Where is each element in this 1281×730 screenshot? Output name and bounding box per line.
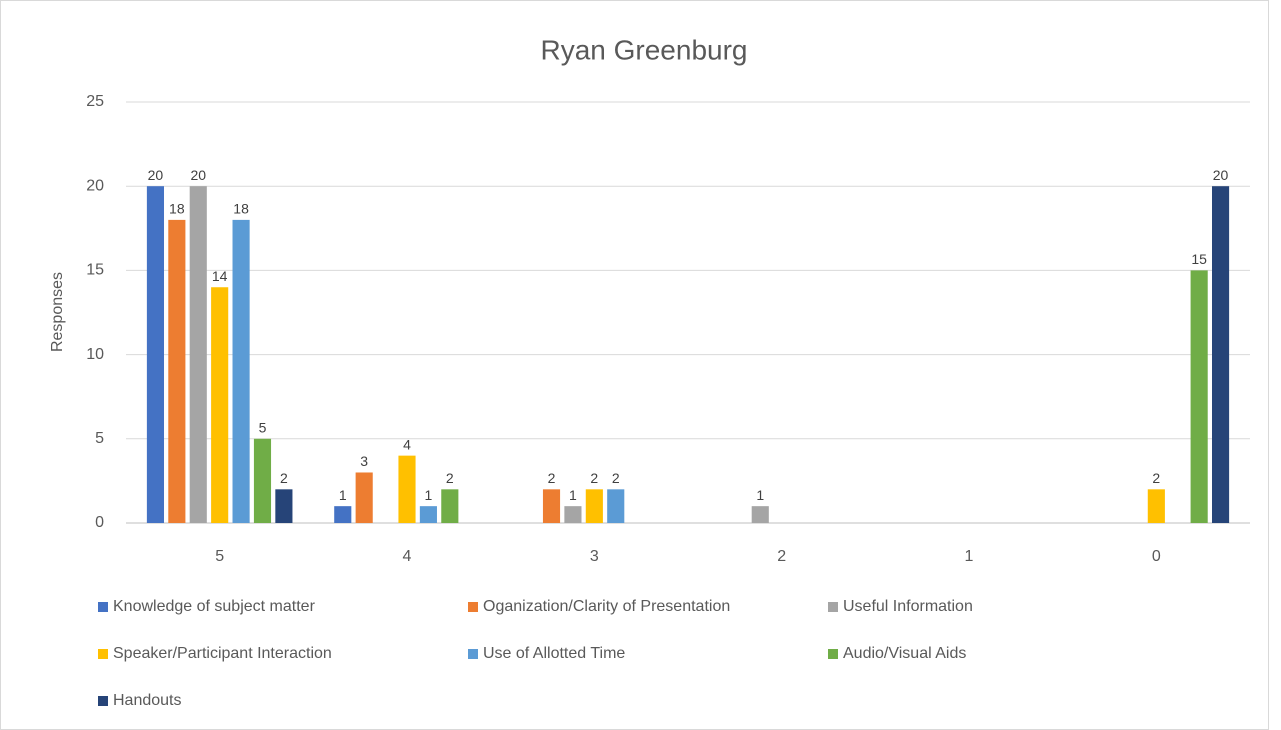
bar bbox=[355, 472, 373, 523]
bar bbox=[564, 506, 582, 523]
bar bbox=[585, 489, 603, 523]
legend-swatch bbox=[98, 696, 108, 706]
data-label: 15 bbox=[1191, 251, 1207, 267]
data-label: 1 bbox=[756, 487, 764, 503]
bar bbox=[1211, 186, 1230, 523]
x-tick-label: 0 bbox=[1152, 548, 1161, 565]
data-label: 20 bbox=[148, 167, 164, 183]
legend-label: Speaker/Participant Interaction bbox=[113, 645, 332, 662]
legend-swatch bbox=[468, 602, 478, 612]
data-label: 2 bbox=[612, 470, 620, 486]
legend-label: Handouts bbox=[113, 692, 182, 709]
bar bbox=[1147, 489, 1165, 523]
data-label: 1 bbox=[425, 487, 433, 503]
x-tick-label: 3 bbox=[590, 548, 599, 565]
y-axis-label: Responses bbox=[49, 272, 66, 352]
data-label: 1 bbox=[569, 487, 577, 503]
data-label: 3 bbox=[360, 453, 368, 469]
data-label: 2 bbox=[1152, 470, 1160, 486]
bar bbox=[334, 506, 352, 523]
bar bbox=[542, 489, 561, 523]
data-label: 4 bbox=[403, 436, 411, 452]
bar bbox=[607, 489, 625, 523]
legend-label: Oganization/Clarity of Presentation bbox=[483, 598, 730, 615]
legend-label: Audio/Visual Aids bbox=[843, 645, 966, 662]
bar bbox=[168, 219, 186, 523]
y-tick-label: 20 bbox=[86, 177, 104, 194]
x-tick-label: 2 bbox=[777, 548, 786, 565]
data-label: 18 bbox=[169, 201, 185, 217]
bar bbox=[751, 506, 769, 523]
y-tick-label: 0 bbox=[95, 514, 104, 531]
legend-label: Useful Information bbox=[843, 598, 973, 615]
data-label: 2 bbox=[548, 470, 556, 486]
bar bbox=[189, 186, 207, 523]
legend-label: Use of Allotted Time bbox=[483, 645, 625, 662]
x-tick-label: 5 bbox=[215, 548, 224, 565]
bar bbox=[275, 489, 293, 523]
data-label: 18 bbox=[233, 201, 249, 217]
data-label: 20 bbox=[1213, 167, 1229, 183]
data-label: 20 bbox=[190, 167, 206, 183]
legend-swatch bbox=[828, 602, 838, 612]
data-label: 2 bbox=[446, 470, 454, 486]
bar bbox=[419, 506, 437, 523]
chart-title: Ryan Greenburg bbox=[540, 34, 747, 65]
bar bbox=[211, 287, 229, 523]
y-tick-label: 10 bbox=[86, 346, 104, 363]
y-tick-label: 15 bbox=[86, 262, 104, 279]
bar bbox=[398, 455, 416, 523]
bar bbox=[441, 489, 459, 523]
bar bbox=[232, 219, 250, 523]
x-tick-label: 1 bbox=[965, 548, 974, 565]
data-label: 2 bbox=[280, 470, 288, 486]
legend-swatch bbox=[468, 649, 478, 659]
legend-label: Knowledge of subject matter bbox=[113, 598, 316, 615]
legend-swatch bbox=[828, 649, 838, 659]
bar bbox=[253, 438, 272, 523]
y-tick-label: 25 bbox=[86, 93, 104, 110]
data-label: 14 bbox=[212, 268, 228, 284]
data-label: 2 bbox=[590, 470, 598, 486]
legend-swatch bbox=[98, 602, 108, 612]
data-label: 1 bbox=[339, 487, 347, 503]
y-tick-label: 5 bbox=[95, 430, 104, 447]
x-tick-label: 4 bbox=[403, 548, 412, 565]
bar bbox=[1190, 270, 1208, 523]
legend-swatch bbox=[98, 649, 108, 659]
data-label: 5 bbox=[259, 420, 267, 436]
bar bbox=[146, 186, 165, 523]
